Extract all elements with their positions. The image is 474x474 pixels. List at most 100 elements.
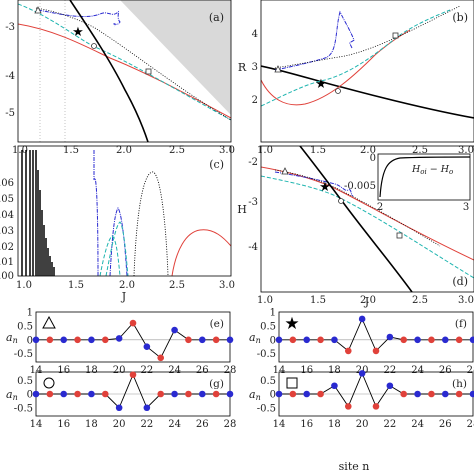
panel-c-xlabel: J xyxy=(121,290,126,303)
panel-f-site-point xyxy=(344,347,352,355)
panel-g-xtick: 28 xyxy=(224,419,237,430)
panel-b-label: (b) xyxy=(452,11,468,24)
panel-e-site-point xyxy=(129,319,137,327)
panel-e-ylabel: an xyxy=(6,331,18,345)
panel-f-site-point xyxy=(386,333,394,341)
panel-f-site-point xyxy=(331,336,338,344)
panel-g-xtick: 16 xyxy=(57,419,70,430)
panel-f-ylabel: an xyxy=(249,331,261,345)
panel-d-inset-ytick: 0 xyxy=(370,153,376,164)
panel-h-site-point xyxy=(469,390,474,398)
panel-e-site-point xyxy=(46,336,54,344)
panel-e-xtick: 16 xyxy=(57,365,70,376)
panel-f-xtick: 22 xyxy=(383,365,396,376)
panel-f-ytick: 0.5 xyxy=(260,321,276,332)
panel-g-site-point xyxy=(143,404,151,412)
panel-c-ytick: 0.04 xyxy=(0,210,14,221)
panel-h-ytick: 0 xyxy=(270,390,276,401)
panel-a-circle-marker xyxy=(91,43,97,49)
panel-c-ytick: 0.02 xyxy=(0,242,14,253)
panel-e-xtick: 14 xyxy=(30,365,43,376)
panel-g-xtick: 24 xyxy=(168,419,181,430)
panel-a-shaded-region xyxy=(120,0,231,115)
panel-a: ★ (a) -3 -4 -5 1.0 1.5 2.0 2.5 3.0 xyxy=(5,0,235,156)
panel-g-site-point xyxy=(226,390,234,398)
panel-d-square-marker xyxy=(396,232,403,239)
panel-h-xtick: 20 xyxy=(356,419,369,430)
panel-f-site-point xyxy=(469,336,474,344)
panel-g: 0.5 0 -0.5 14 16 18 20 22 24 26 28 an (g) xyxy=(6,371,236,430)
panel-e-xtick: 18 xyxy=(85,365,98,376)
panel-e-site-point xyxy=(198,336,206,344)
panel-a-red-curve xyxy=(18,23,231,119)
panel-g-site-point xyxy=(88,390,95,398)
panel-f-site-point xyxy=(441,336,449,344)
panel-f-site-point xyxy=(358,315,366,323)
panel-b-xtick: 2.0 xyxy=(360,145,376,156)
panel-b-ytick: 4 xyxy=(252,29,258,40)
panel-e-ytick: 0 xyxy=(27,335,33,346)
panel-d-inset-xtick: 3 xyxy=(463,202,469,213)
panel-c-blue-curve xyxy=(93,150,128,276)
panel-c-xtick: 3.0 xyxy=(219,280,235,291)
panel-d-inset-xtick: 2 xyxy=(377,202,383,213)
panel-h-profile-line xyxy=(279,372,473,408)
panel-b-ylabel: R xyxy=(238,61,247,74)
panel-h-site-point xyxy=(331,382,338,390)
panel-e-site-point xyxy=(60,336,68,344)
panel-b-star-marker: ★ xyxy=(315,76,327,91)
panel-a-xtick: 1.0 xyxy=(12,145,28,156)
bottom-xlabel: site n xyxy=(339,460,370,473)
panel-d-triangle-marker xyxy=(281,167,289,175)
panel-d-xtick: 1.0 xyxy=(257,295,273,306)
panel-h-ytick: -0.5 xyxy=(257,403,276,414)
panel-f-site-point xyxy=(372,347,380,355)
panel-b-ytick: 3 xyxy=(252,62,258,73)
panel-g-site-point xyxy=(129,371,137,379)
panel-f-xtick: 18 xyxy=(328,365,341,376)
panel-g-site-point xyxy=(115,404,123,412)
panel-d-star-marker: ★ xyxy=(319,179,331,194)
panel-h-xtick: 24 xyxy=(411,419,424,430)
panel-e-ytick: 1 xyxy=(27,308,33,319)
panel-f-profile-line xyxy=(279,317,473,352)
panel-g-xtick: 14 xyxy=(30,419,43,430)
panel-b-xtick: 3.0 xyxy=(458,145,474,156)
panel-c-xtick: 1.5 xyxy=(68,280,84,291)
panel-h-site-point xyxy=(441,390,449,398)
panel-f-xtick: 26 xyxy=(439,365,452,376)
panel-b-xtick: 2.5 xyxy=(412,145,428,156)
panel-e-site-point xyxy=(74,336,81,344)
panel-c-label: (c) xyxy=(209,158,224,171)
panel-b-black-dotted-curve xyxy=(274,5,461,69)
panel-d-xtick: 2.0 xyxy=(360,295,376,306)
panel-g-xtick: 22 xyxy=(140,419,153,430)
panel-c-xtick: 1.0 xyxy=(16,280,32,291)
panel-e-site-point xyxy=(115,335,123,342)
panel-h-site-point xyxy=(386,382,394,390)
panel-e-xtick: 28 xyxy=(224,365,237,376)
panel-e-label: (e) xyxy=(210,318,224,330)
panel-h-site-point xyxy=(275,390,283,398)
panel-f-site-point xyxy=(400,336,408,344)
panel-d-blue-curve xyxy=(274,171,354,197)
panel-c-ytick: 0.06 xyxy=(0,178,14,189)
panel-g-site-point xyxy=(60,390,68,398)
panel-c-ytick: 0.01 xyxy=(0,257,14,268)
panel-f-xtick: 24 xyxy=(411,365,424,376)
panel-c-black-dotted-curve xyxy=(133,171,169,276)
panel-e-site-point xyxy=(212,336,220,344)
panel-h-site-point xyxy=(358,370,366,377)
panel-b: ★ (b) R 4 3 2 1.0 1.5 2.0 2.5 3.0 xyxy=(238,0,474,156)
panel-h-site-point xyxy=(400,390,408,398)
panel-e-xtick: 22 xyxy=(140,365,153,376)
panel-g-label: (g) xyxy=(209,378,224,390)
panel-d-label: (d) xyxy=(452,275,468,288)
panel-g-ytick: 0 xyxy=(27,390,33,401)
panel-g-xtick: 26 xyxy=(196,419,209,430)
panel-e-site-point xyxy=(157,354,165,362)
panel-h-site-point xyxy=(317,390,324,398)
panel-f-site-point xyxy=(414,336,421,344)
